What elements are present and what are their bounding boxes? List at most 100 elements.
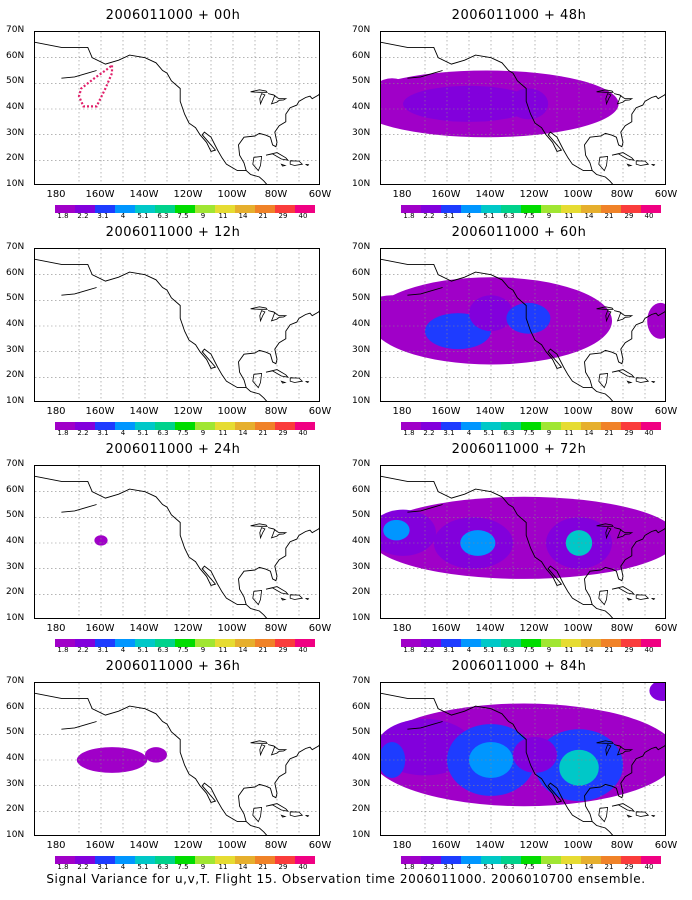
colorbar-label: 14 [238,646,248,654]
lat-tick-label: 10N [6,613,25,623]
coastline [61,721,97,730]
colorbar-swatch [621,205,641,213]
colorbar-swatch [561,422,581,430]
colorbar-swatch [461,856,481,864]
colorbar-label: 14 [238,212,248,220]
coastline [265,152,290,161]
lat-tick-label: 20N [352,804,371,815]
panel-title: 2006011000 + 84h [451,659,587,674]
coastline [626,814,633,818]
colorbar-swatch [581,856,601,864]
lon-tick-label: 80W [264,406,288,417]
colorbar-label: 1.8 [403,646,415,654]
colorbar-swatch [75,205,95,213]
lon-tick-label: 140W [475,623,505,634]
colorbar-swatch [175,422,195,430]
lon-tick-label: 140W [129,406,159,417]
colorbar-swatch [75,639,95,647]
colorbar-swatch [421,856,441,864]
coastline [305,164,310,166]
coastline [611,369,636,378]
colorbar-label: 29 [278,863,288,871]
colorbar-swatch [401,205,421,213]
colorbar-label: 9 [200,212,206,220]
coastline [280,597,287,601]
colorbar-swatch [601,422,621,430]
colorbar-swatch [155,422,175,430]
colorbar-label: 9 [546,646,552,654]
map-frame [34,31,320,185]
colorbar-label: 1.8 [403,212,415,220]
variance-contour [649,683,665,701]
variance-contour [508,88,549,120]
colorbar-label: 11 [218,646,228,654]
lon-tick-label: 100W [563,189,593,200]
coastline [280,814,287,818]
colorbar-swatch [275,205,295,213]
lat-tick-label: 50N [6,510,25,521]
colorbar-label: 7.5 [523,212,535,220]
map-panel: 2006011000 + 60h 70N 60N 50N 40N 30N 20N 10N 180… [346,217,692,442]
lon-tick-label: 100W [563,623,593,634]
colorbar-swatch [441,205,461,213]
colorbar-label: 5.1 [483,212,495,220]
lon-tick-label: 100W [217,840,247,851]
colorbar-label: 9 [200,429,206,437]
colorbar-swatch [55,205,75,213]
lon-tick-label: 120W [519,406,549,417]
colorbar-label: 3.1 [443,212,455,220]
coastline [635,377,650,383]
coastline [35,258,268,401]
colorbar-swatch [501,639,521,647]
coastline [596,523,614,527]
coastline [289,377,304,383]
lat-tick-label: 30N [6,778,25,789]
colorbar-label: 4 [120,212,126,220]
lat-tick-label: 70N [352,676,371,686]
lat-tick-label: 20N [352,153,371,164]
lat-tick-label: 50N [6,727,25,738]
colorbar-swatch [195,422,215,430]
colorbar-swatch [461,422,481,430]
colorbar-label: 4 [466,646,472,654]
colorbar-swatch [401,422,421,430]
colorbar-swatch [275,639,295,647]
colorbar-swatch [521,856,541,864]
colorbar-swatch [215,639,235,647]
map-canvas [35,249,319,401]
colorbar-swatch [195,639,215,647]
colorbar-swatch [401,856,421,864]
colorbar-swatch [115,422,135,430]
colorbar-label: 3.1 [97,212,109,220]
colorbar-label: 29 [278,646,288,654]
map-canvas [381,683,665,835]
coastline [611,152,636,161]
colorbar-label: 6.3 [503,429,515,437]
coastline [635,811,650,817]
colorbar-swatch [295,856,315,864]
coastline [407,504,443,513]
coastline [259,744,266,757]
colorbar-swatch [215,422,235,430]
lat-tick-label: 30N [6,344,25,355]
map-frame [34,682,320,836]
lat-tick-label: 40N [352,536,371,546]
coastline [381,692,614,835]
colorbar-label: 14 [584,212,594,220]
lon-tick-label: 180 [392,840,412,851]
lat-tick-label: 30N [6,561,25,572]
colorbar-swatch [175,205,195,213]
lat-tick-label: 40N [6,536,25,546]
colorbar-swatch [55,422,75,430]
lat-tick-label: 40N [6,319,25,329]
colorbar-label: 2.2 [423,429,435,437]
coastline [626,380,633,384]
coastline [259,93,266,106]
colorbar-swatch [95,205,115,213]
lat-tick-label: 70N [6,676,25,686]
coastline [584,310,665,388]
coastline [614,310,634,322]
lat-tick-label: 50N [6,76,25,87]
colorbar-label: 21 [258,212,268,220]
colorbar-swatch [55,856,75,864]
